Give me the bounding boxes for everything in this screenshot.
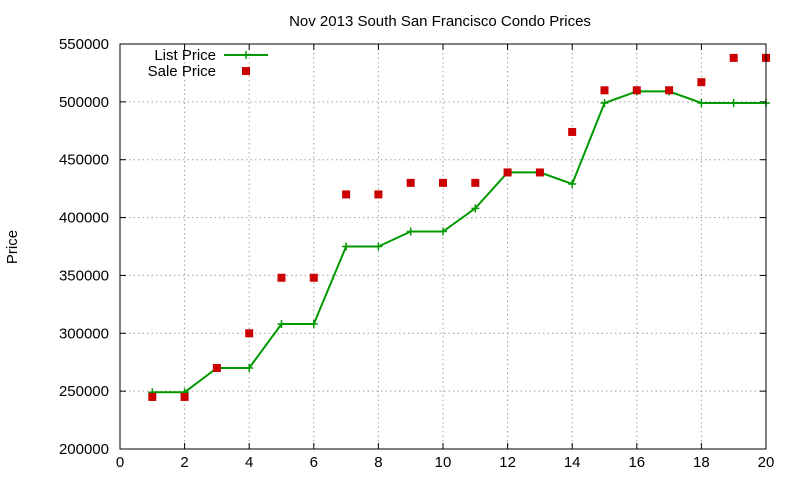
x-tick-label: 14 [564, 454, 581, 471]
data-point [600, 99, 609, 108]
data-point [535, 168, 544, 177]
x-tick-label: 12 [499, 454, 516, 471]
y-axis-label: Price [4, 230, 21, 264]
data-point [277, 320, 286, 329]
data-point [148, 392, 157, 401]
data-point [309, 320, 318, 329]
y-tick-label: 200000 [59, 441, 109, 458]
y-tick-label: 400000 [59, 210, 109, 227]
data-point [342, 190, 351, 199]
legend-label: List Price [154, 47, 216, 64]
tick-layer: 0 2 4 6 8 10 12 14 16 18 20 200000 250000 300000 35000… [59, 36, 774, 471]
x-tick-label: 8 [374, 454, 382, 471]
plot-frame [119, 43, 767, 450]
x-tick-label: 16 [628, 454, 645, 471]
chart-title: Nov 2013 South San Francisco Condo Price… [289, 13, 591, 30]
y-tick-label: 550000 [59, 36, 109, 53]
data-point [245, 329, 254, 338]
y-tick-label: 300000 [59, 325, 109, 342]
data-point [471, 204, 480, 213]
data-point [697, 99, 706, 108]
data-point [665, 86, 674, 95]
x-tick-label: 10 [435, 454, 452, 471]
data-point [374, 242, 383, 251]
legend-marker [242, 51, 250, 59]
x-tick-label: 2 [180, 454, 188, 471]
series-list-price [148, 87, 770, 397]
y-tick-label: 350000 [59, 267, 109, 284]
y-tick-label: 450000 [59, 152, 109, 169]
y-tick-label: 500000 [59, 94, 109, 111]
data-point [729, 99, 738, 108]
data-point [342, 242, 351, 251]
data-point [471, 178, 480, 187]
x-tick-label: 20 [758, 454, 775, 471]
data-point [632, 86, 641, 95]
data-point [374, 190, 383, 199]
data-point [439, 227, 447, 236]
data-point [503, 168, 512, 177]
y-tick-label: 250000 [59, 383, 109, 400]
x-tick-label: 18 [693, 454, 710, 471]
grid-layer [120, 44, 766, 449]
data-point [245, 364, 254, 372]
data-point [406, 227, 415, 236]
x-tick-label: 4 [245, 454, 253, 471]
data-point [180, 392, 189, 401]
series-sale-price [148, 53, 770, 401]
data-point [309, 273, 318, 282]
legend-label: Sale Price [148, 63, 216, 80]
data-point [697, 78, 706, 87]
series-layer [148, 53, 770, 401]
data-point [406, 178, 415, 187]
x-tick-label: 6 [310, 454, 318, 471]
data-point [212, 364, 221, 372]
data-point [729, 53, 738, 62]
data-point [568, 127, 577, 136]
data-point [600, 86, 609, 95]
legend-marker [242, 67, 250, 75]
data-point [439, 178, 447, 187]
series-line [152, 90, 766, 394]
x-tick-label: 0 [116, 454, 124, 471]
data-point [277, 273, 286, 282]
data-point [568, 180, 577, 189]
